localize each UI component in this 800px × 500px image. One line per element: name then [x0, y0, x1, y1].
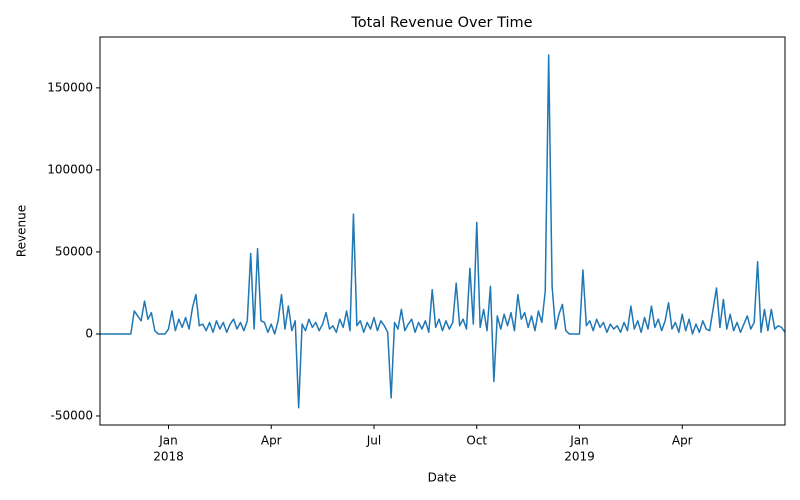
x-tick-year: 2019	[564, 450, 595, 464]
y-tick-label: 50000	[55, 244, 93, 258]
revenue-line	[100, 54, 786, 409]
y-tick-label: 0	[85, 326, 93, 340]
x-tick-label: Apr	[261, 434, 282, 448]
plot-frame	[99, 36, 786, 426]
y-axis-label: Revenue	[15, 205, 29, 257]
chart-title: Total Revenue Over Time	[350, 15, 532, 31]
x-tick-label: Jan	[158, 434, 178, 448]
x-tick-label: Oct	[466, 434, 487, 448]
y-tick-label: 150000	[47, 80, 93, 94]
x-axis-label: Date	[428, 471, 457, 485]
x-tick-year: 2018	[153, 450, 184, 464]
y-tick-label: -50000	[50, 408, 93, 422]
x-tick-label: Jan	[569, 434, 589, 448]
y-tick-label: 100000	[47, 162, 93, 176]
x-tick-label: Apr	[672, 434, 693, 448]
x-tick-label: Jul	[366, 434, 381, 448]
